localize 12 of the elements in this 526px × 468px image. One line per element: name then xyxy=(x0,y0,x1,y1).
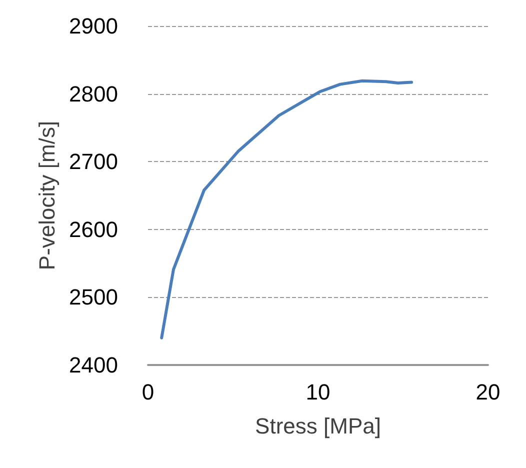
y-tick-label: 2700 xyxy=(69,149,118,174)
x-tick-label: 0 xyxy=(142,380,154,404)
x-tick-label: 10 xyxy=(306,380,330,404)
y-axis-title: P-velocity [m/s] xyxy=(34,120,60,270)
y-tick-label: 2800 xyxy=(69,81,118,106)
x-axis-title: Stress [MPa] xyxy=(255,414,381,438)
y-tick-label: 2600 xyxy=(69,216,118,242)
y-tick-label: 2500 xyxy=(69,284,118,310)
y-tick-label: 2400 xyxy=(69,352,118,378)
line-series xyxy=(160,79,413,340)
y-tick-label: 2900 xyxy=(69,14,118,38)
x-tick-label: 20 xyxy=(476,380,500,404)
